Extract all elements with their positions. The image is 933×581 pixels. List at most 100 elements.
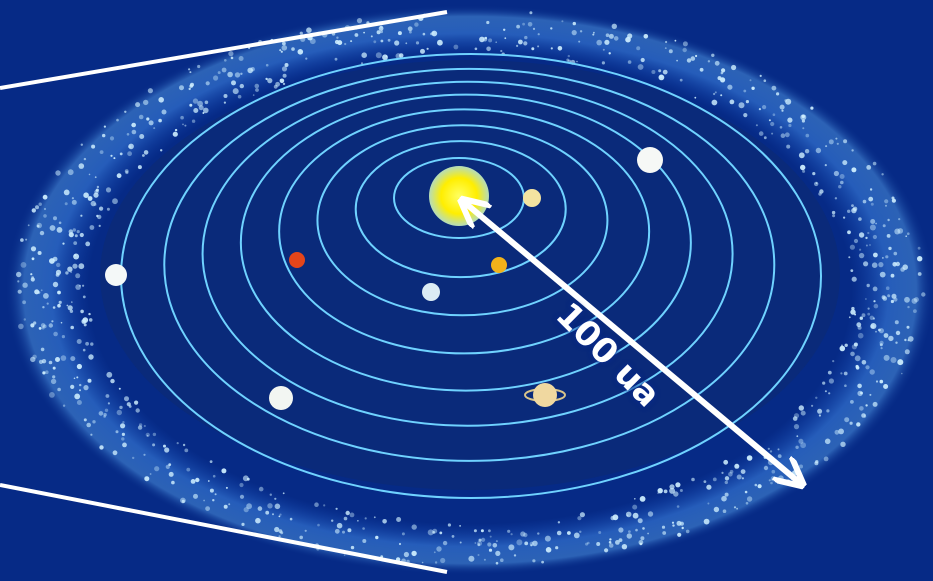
belt-particle [676, 505, 680, 508]
belt-particle [112, 450, 118, 456]
belt-particle [695, 54, 698, 58]
belt-particle [911, 298, 918, 304]
belt-particle [281, 66, 288, 72]
belt-particle [57, 387, 61, 392]
belt-particle [668, 49, 673, 54]
belt-particle [507, 529, 511, 533]
belt-particle [152, 443, 156, 447]
belt-particle [608, 33, 614, 39]
belt-particle [76, 230, 80, 234]
belt-particle [380, 30, 383, 34]
belt-particle [795, 464, 799, 467]
belt-particle [850, 309, 856, 315]
belt-particle [522, 22, 525, 26]
belt-particle [230, 56, 234, 60]
belt-particle [168, 471, 174, 477]
belt-particle [426, 47, 429, 50]
belt-particle [866, 165, 872, 170]
belt-particle [143, 453, 146, 456]
belt-particle [828, 392, 831, 395]
belt-particle [844, 384, 847, 388]
belt-particle [41, 326, 45, 330]
belt-particle [800, 410, 806, 416]
belt-particle [593, 31, 595, 34]
belt-particle [529, 11, 533, 15]
belt-particle [703, 518, 710, 525]
belt-particle [682, 47, 687, 53]
belt-particle [31, 208, 36, 213]
belt-particle [904, 296, 910, 303]
belt-particle [76, 400, 82, 405]
belt-particle [858, 232, 865, 238]
belt-particle [153, 127, 156, 130]
belt-particle [164, 447, 170, 453]
belt-particle [38, 202, 42, 206]
belt-particle [80, 143, 84, 146]
belt-particle [886, 234, 891, 238]
belt-particle [871, 262, 878, 269]
belt-particle [214, 493, 217, 496]
belt-particle [867, 312, 871, 316]
belt-particle [411, 550, 417, 557]
belt-particle [398, 53, 404, 58]
belt-particle [113, 157, 116, 160]
belt-particle [354, 33, 359, 37]
belt-particle [873, 252, 878, 258]
belt-particle [676, 520, 682, 526]
belt-particle [879, 379, 884, 384]
belt-particle [88, 318, 93, 322]
belt-particle [78, 163, 85, 169]
belt-particle [537, 33, 540, 36]
belt-particle [184, 124, 187, 127]
belt-particle [119, 405, 123, 410]
belt-particle [415, 41, 420, 45]
belt-particle [42, 306, 45, 309]
belt-particle [643, 34, 649, 39]
belt-particle [87, 378, 92, 383]
belt-particle [731, 64, 737, 71]
belt-particle [431, 31, 435, 35]
belt-particle [375, 52, 382, 59]
belt-particle [158, 97, 164, 103]
belt-particle [772, 113, 776, 116]
belt-particle [853, 238, 859, 244]
belt-particle [447, 523, 451, 527]
belt-particle [851, 276, 857, 282]
belt-particle [20, 238, 24, 242]
belt-particle [763, 79, 767, 82]
belt-particle [842, 160, 848, 166]
belt-particle [189, 84, 193, 88]
belt-particle [895, 341, 898, 344]
belt-particle [632, 512, 639, 519]
belt-particle [711, 99, 718, 106]
belt-particle [78, 263, 85, 270]
belt-particle [70, 384, 75, 389]
belt-particle [171, 480, 175, 485]
belt-particle [361, 52, 368, 58]
belt-particle [104, 408, 109, 412]
belt-particle [149, 473, 152, 475]
belt-particle [188, 87, 191, 91]
belt-particle [749, 79, 752, 82]
belt-particle [862, 199, 867, 204]
belt-particle [618, 527, 624, 533]
belt-particle [662, 69, 668, 75]
belt-particle [859, 406, 864, 411]
planet-2 [491, 257, 507, 273]
belt-particle [81, 319, 87, 324]
belt-particle [850, 400, 854, 404]
belt-particle [495, 540, 498, 543]
belt-particle [280, 50, 283, 53]
belt-particle [812, 172, 816, 176]
belt-particle [836, 142, 839, 145]
belt-particle [657, 488, 663, 494]
belt-particle [398, 542, 402, 546]
belt-particle [60, 355, 67, 361]
belt-particle [434, 561, 438, 564]
belt-particle [615, 540, 620, 545]
belt-particle [92, 420, 96, 424]
belt-particle [770, 481, 773, 485]
belt-particle [255, 88, 259, 92]
belt-particle [42, 371, 46, 375]
belt-particle [30, 246, 37, 252]
